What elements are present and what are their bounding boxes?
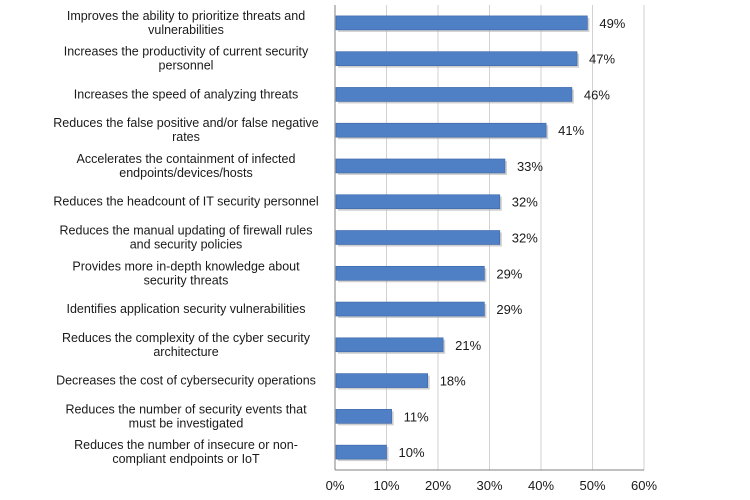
x-tick-label: 30% — [476, 478, 502, 493]
category-label: and security policies — [130, 238, 243, 252]
bar — [335, 444, 387, 460]
bar — [335, 409, 392, 424]
value-label: 46% — [584, 87, 610, 102]
category-label: Reduces the manual updating of firewall … — [60, 224, 313, 238]
category-label: Reduces the complexity of the cyber secu… — [62, 331, 311, 345]
category-label: endpoints/devices/hosts — [119, 166, 252, 180]
category-label: security threats — [144, 273, 229, 287]
value-label: 49% — [599, 16, 625, 31]
x-tick-label: 20% — [425, 478, 451, 493]
category-label: compliant endpoints or IoT — [112, 452, 260, 466]
bar — [335, 373, 428, 388]
category-label: Reduces the number of insecure or non- — [74, 438, 298, 452]
value-label: 21% — [455, 338, 481, 353]
bar — [335, 265, 485, 281]
category-labels: Improves the ability to prioritize threa… — [53, 9, 318, 466]
bar — [335, 230, 501, 245]
value-label: 32% — [512, 231, 538, 246]
axes — [334, 5, 644, 471]
category-label: Reduces the false positive and/or false … — [53, 116, 318, 130]
category-label: must be investigated — [129, 416, 244, 430]
bar — [335, 301, 485, 317]
category-label: Identifies application security vulnerab… — [66, 302, 305, 316]
value-label: 29% — [496, 302, 522, 317]
bar — [335, 194, 501, 210]
category-label: Decreases the cost of cybersecurity oper… — [56, 374, 316, 388]
value-label: 10% — [399, 445, 425, 460]
bar — [335, 337, 444, 353]
category-label: Increases the speed of analyzing threats — [74, 87, 298, 101]
category-label: Reduces the headcount of IT security per… — [53, 195, 318, 209]
category-label: Provides more in-depth knowledge about — [72, 259, 300, 273]
bar — [335, 87, 573, 102]
value-label: 47% — [589, 52, 615, 67]
category-label: rates — [172, 130, 200, 144]
bar — [335, 122, 547, 138]
value-label: 41% — [558, 123, 584, 138]
bar — [335, 15, 588, 31]
bar — [335, 51, 578, 66]
bar — [335, 158, 506, 174]
category-label: architecture — [153, 345, 218, 359]
x-tick-label: 10% — [373, 478, 399, 493]
bars — [335, 15, 590, 462]
category-label: Accelerates the containment of infected — [77, 152, 296, 166]
value-label: 18% — [440, 374, 466, 389]
x-tick-label: 60% — [631, 478, 657, 493]
x-tick-labels: 0% 10% 20% 30% 40% 50% 60% — [326, 478, 658, 493]
x-tick-label: 0% — [326, 478, 345, 493]
x-tick-label: 40% — [528, 478, 554, 493]
x-tick-label: 50% — [579, 478, 605, 493]
value-label: 11% — [404, 409, 429, 424]
value-label: 33% — [517, 159, 543, 174]
value-label: 32% — [512, 195, 538, 210]
value-labels: 49% 47% 46% 41% 33% 32% 32% 29% 29% 21% 18% 11% 10% — [399, 16, 626, 460]
category-label: Reduces the number of security events th… — [65, 402, 307, 416]
category-label: personnel — [159, 59, 214, 73]
category-label: Improves the ability to prioritize threa… — [67, 9, 305, 23]
category-label: vulnerabilities — [148, 23, 224, 37]
value-label: 29% — [496, 266, 522, 281]
category-label: Increases the productivity of current se… — [64, 45, 309, 59]
